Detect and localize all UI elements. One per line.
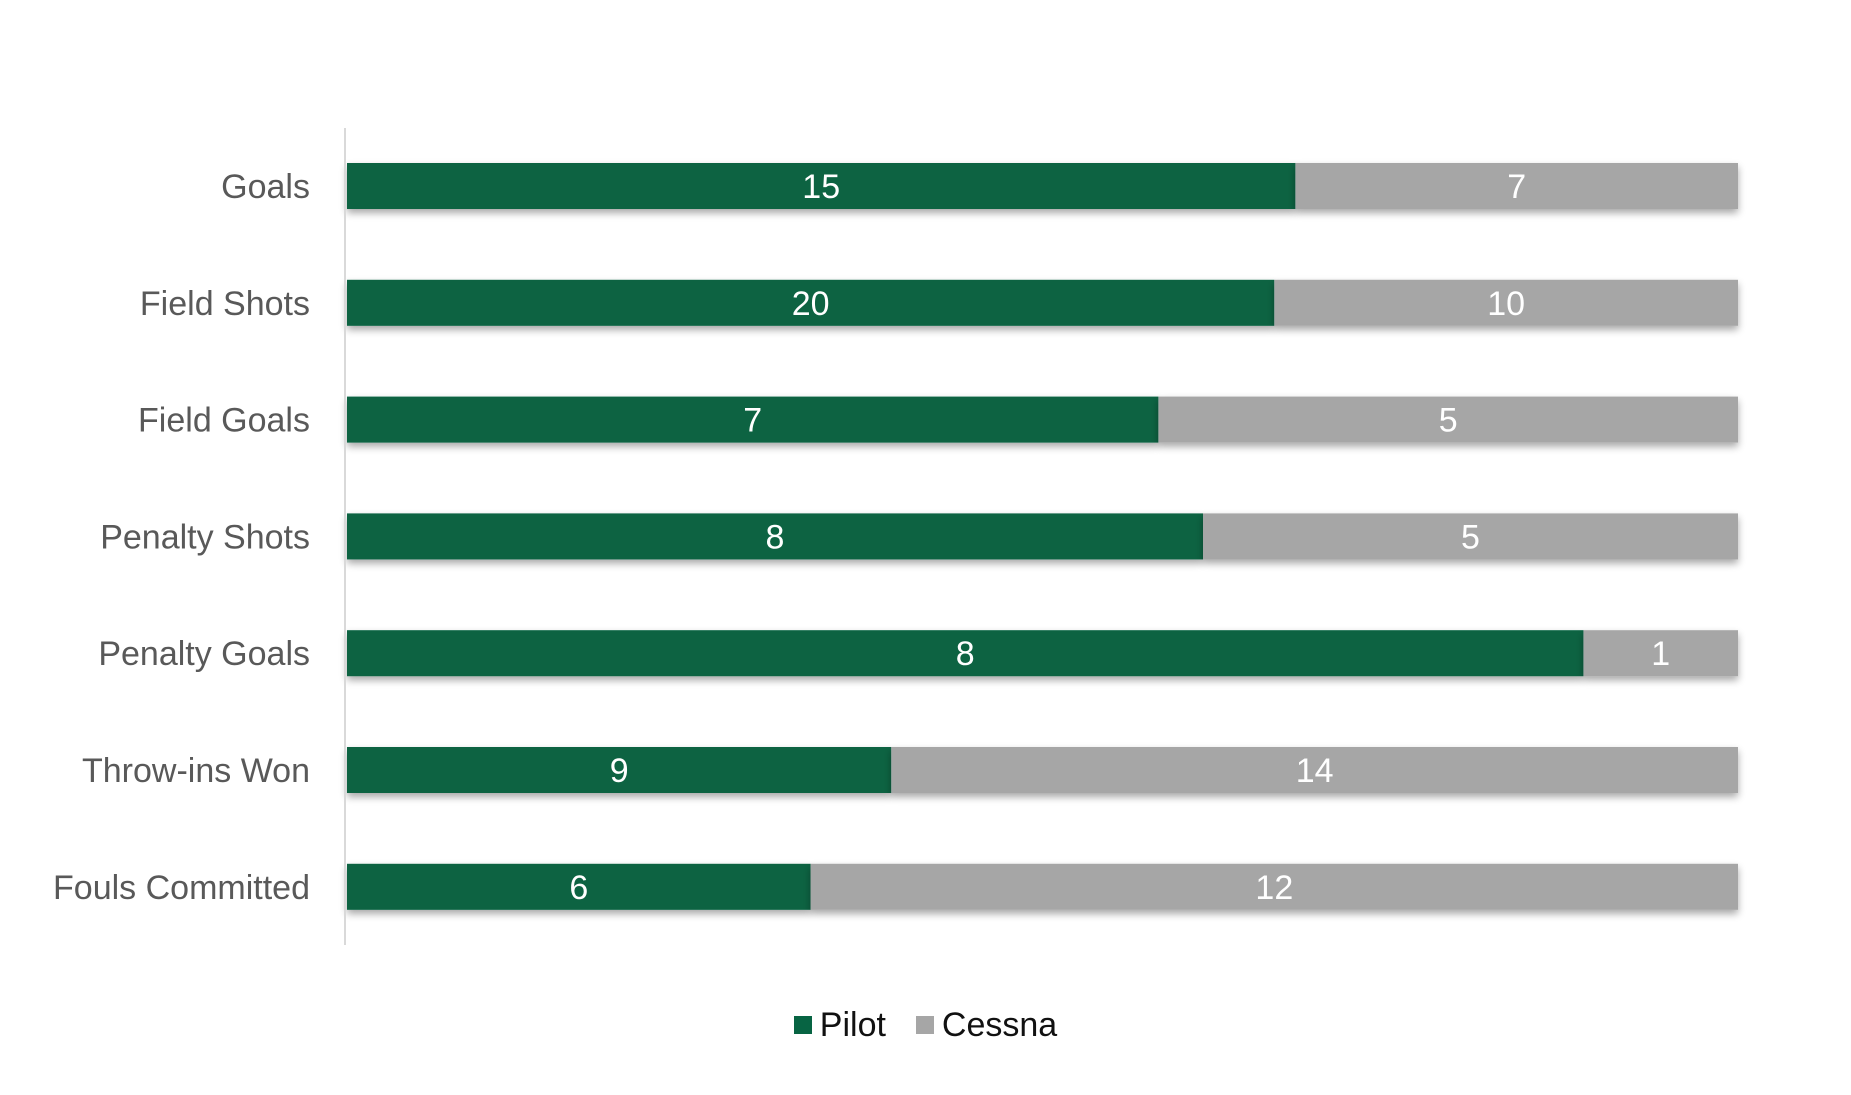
category-labels: Goals Field Shots Field Goals Penalty Shots… [53, 168, 310, 907]
bar-pilot[interactable] [347, 513, 1203, 560]
data-label-pilot: 6 [569, 869, 588, 907]
bar-pilot[interactable] [347, 630, 1584, 677]
category-label: Fouls Committed [53, 869, 310, 907]
legend-swatch-cessna [915, 1016, 934, 1034]
legend-item-pilot[interactable]: Pilot [793, 1006, 886, 1044]
bar-pilot[interactable] [347, 163, 1296, 209]
data-label-cessna: 5 [1461, 518, 1480, 556]
bar-cessna[interactable] [1158, 396, 1738, 443]
data-label-pilot: 8 [766, 518, 785, 556]
legend: Pilot Cessna [0, 1008, 1851, 1042]
data-label-pilot: 9 [610, 752, 629, 790]
data-label-cessna: 7 [1507, 168, 1526, 206]
bar-pilot[interactable] [347, 279, 1275, 326]
data-label-cessna: 10 [1487, 285, 1525, 323]
bar-cessna[interactable] [810, 863, 1738, 910]
bar-cessna[interactable] [1274, 279, 1738, 326]
legend-swatch-pilot [793, 1016, 812, 1034]
data-label-cessna: 12 [1255, 869, 1293, 907]
bar-cessna[interactable] [1583, 630, 1738, 677]
data-label-pilot: 8 [956, 635, 975, 673]
bar-cessna[interactable] [1203, 513, 1738, 560]
data-label-pilot: 20 [792, 285, 830, 323]
data-label-cessna: 5 [1439, 402, 1458, 440]
data-label-pilot: 7 [743, 402, 762, 440]
category-label: Field Goals [138, 402, 310, 440]
bar-pilot[interactable] [347, 396, 1159, 443]
legend-label-cessna: Cessna [941, 1006, 1058, 1044]
category-label: Goals [221, 168, 310, 206]
category-label: Penalty Shots [100, 518, 310, 556]
category-label: Field Shots [140, 285, 310, 323]
data-label-pilot: 15 [802, 168, 840, 206]
legend-item-cessna[interactable]: Cessna [915, 1006, 1058, 1044]
data-label-cessna: 1 [1651, 635, 1670, 673]
bar-pilot[interactable] [347, 747, 892, 793]
category-label: Throw-ins Won [82, 752, 310, 790]
bar-pilot[interactable] [347, 863, 811, 910]
bar-cessna[interactable] [1295, 163, 1738, 209]
category-label: Penalty Goals [98, 635, 310, 673]
bar-cessna[interactable] [891, 747, 1738, 793]
data-label-cessna: 14 [1296, 752, 1334, 790]
bars-layer: 15 7 20 10 7 5 8 5 8 1 9 14 6 12 [347, 163, 1738, 910]
legend-label-pilot: Pilot [819, 1006, 886, 1044]
